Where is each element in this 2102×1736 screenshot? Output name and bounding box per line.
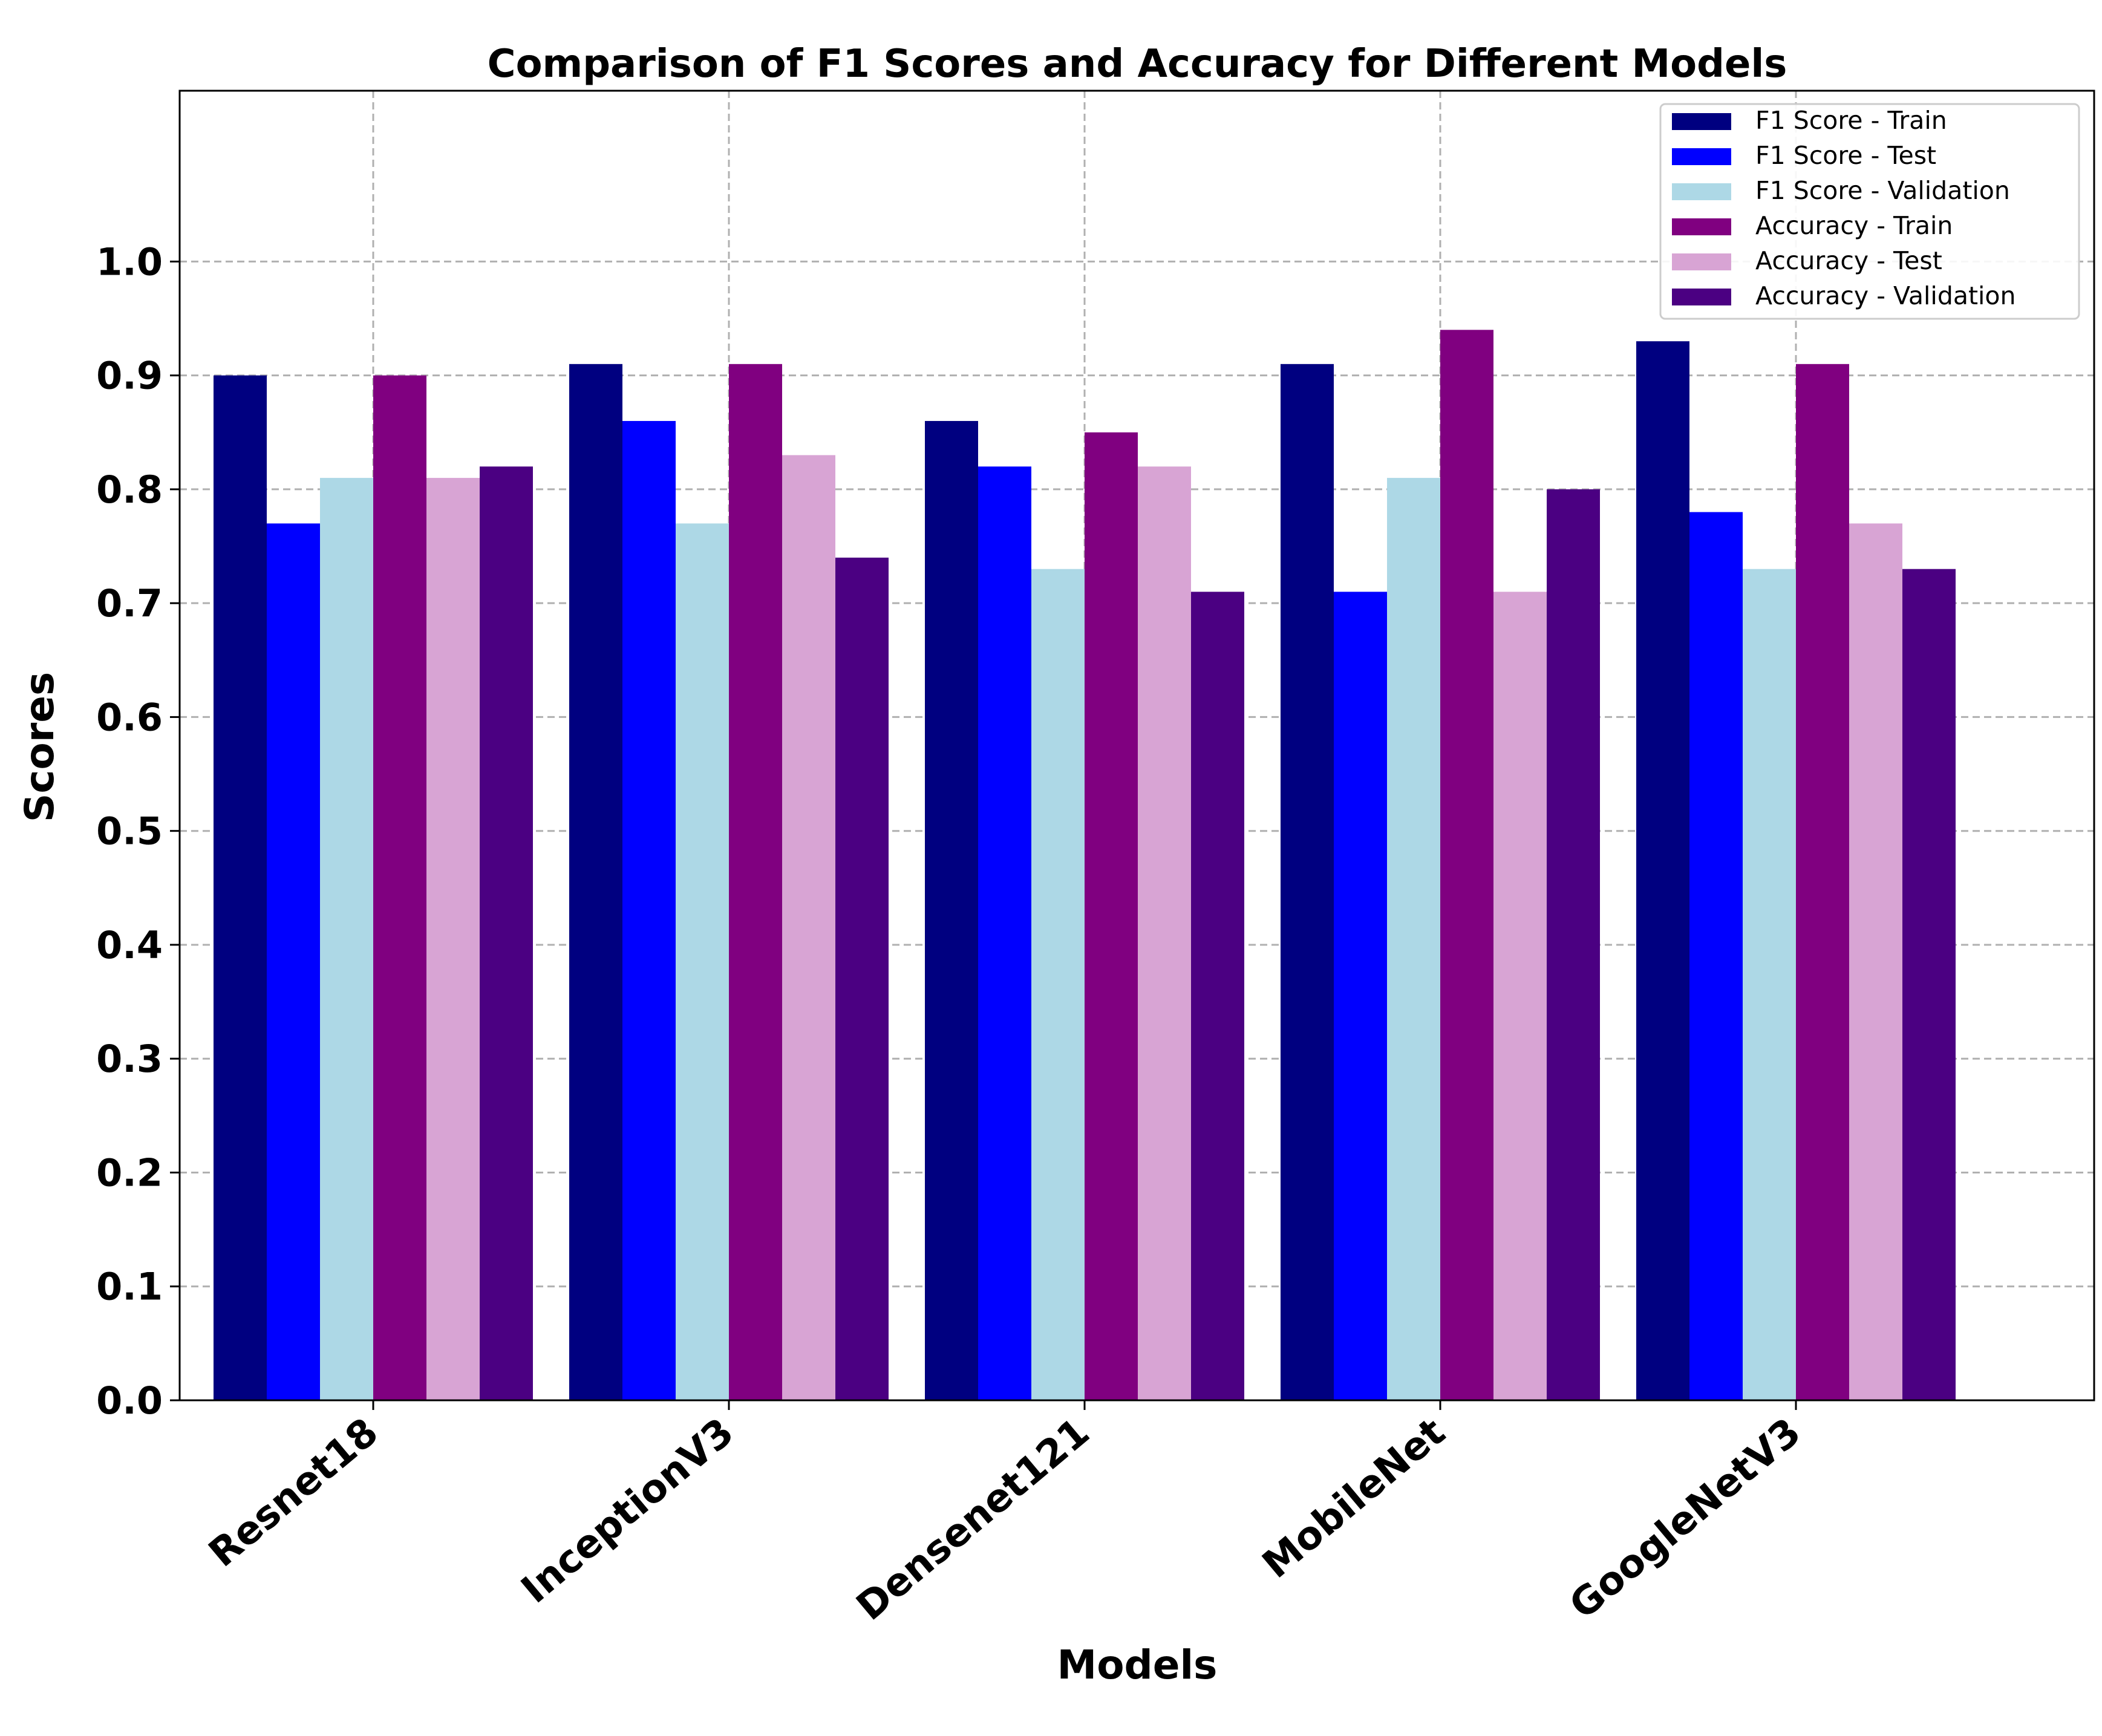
bar-mobilenet-3 [1440, 330, 1493, 1400]
legend-swatch [1672, 289, 1731, 305]
bar-mobilenet-4 [1493, 592, 1547, 1400]
legend-label: Accuracy - Validation [1755, 281, 2016, 310]
y-axis-ticks: 0.0 0.1 0.2 0.3 0.4 0.5 0.6 0.7 0.8 0.9 1.0 [96, 240, 180, 1423]
bar-densenet121-0 [925, 420, 978, 1400]
bar-inceptionv3-1 [622, 420, 676, 1400]
bar-densenet121-5 [1191, 592, 1244, 1400]
plot-frame [178, 90, 2095, 1402]
legend-label: F1 Score - Validation [1755, 176, 2010, 205]
legend-label: Accuracy - Train [1755, 211, 1953, 240]
y-tick-label: 0.0 [96, 1379, 163, 1423]
bar-inceptionv3-0 [569, 364, 622, 1400]
bar-densenet121-2 [1031, 569, 1085, 1400]
bar-googlenetv3-2 [1743, 569, 1796, 1400]
legend-swatch [1672, 183, 1731, 200]
bar-inceptionv3-3 [729, 364, 782, 1400]
bar-resnet18-3 [373, 375, 426, 1401]
x-axis-label: Models [1057, 1642, 1218, 1688]
bar-mobilenet-5 [1547, 489, 1600, 1400]
y-tick-label: 0.4 [96, 923, 163, 967]
y-tick-label: 0.9 [96, 354, 163, 398]
y-tick-label: 1.0 [96, 240, 163, 284]
legend-swatch [1672, 253, 1731, 270]
bar-resnet18-4 [426, 478, 480, 1401]
bar-mobilenet-0 [1281, 364, 1334, 1400]
chart-title: Comparison of F1 Scores and Accuracy for… [488, 42, 1787, 86]
bar-inceptionv3-5 [835, 557, 889, 1400]
bar-googlenetv3-5 [1902, 569, 1956, 1400]
bar-mobilenet-1 [1334, 592, 1387, 1400]
bar-resnet18-5 [480, 466, 533, 1400]
y-tick-label: 0.5 [96, 809, 163, 853]
y-tick-label: 0.8 [96, 468, 163, 512]
y-tick-label: 0.2 [96, 1150, 163, 1195]
legend-box [1659, 103, 2080, 320]
legend-label: F1 Score - Train [1755, 106, 1947, 135]
bar-resnet18-2 [320, 478, 373, 1401]
legend-label: F1 Score - Test [1755, 141, 1936, 170]
bar-densenet121-4 [1138, 466, 1191, 1400]
y-tick-label: 0.6 [96, 695, 163, 739]
legend-swatch [1672, 218, 1731, 235]
bar-googlenetv3-4 [1849, 523, 1902, 1400]
bar-googlenetv3-3 [1796, 364, 1849, 1400]
bar-googlenetv3-0 [1636, 341, 1689, 1401]
bar-densenet121-3 [1085, 432, 1138, 1400]
bars [214, 330, 1956, 1401]
y-tick-label: 0.1 [96, 1265, 163, 1309]
bar-inceptionv3-2 [676, 523, 729, 1400]
bar-densenet121-1 [978, 466, 1031, 1400]
legend-swatch [1672, 148, 1731, 165]
bar-resnet18-1 [267, 523, 320, 1400]
y-tick-label: 0.7 [96, 581, 163, 625]
y-axis-label: Scores [16, 672, 63, 823]
bar-mobilenet-2 [1387, 478, 1440, 1401]
bar-googlenetv3-1 [1689, 512, 1743, 1401]
legend-swatch [1672, 113, 1731, 130]
y-tick-label: 0.3 [96, 1037, 163, 1081]
legend-label: Accuracy - Test [1755, 246, 1942, 275]
bar-inceptionv3-4 [782, 455, 835, 1400]
legend: F1 Score - Train F1 Score - Test F1 Score … [1659, 103, 2080, 320]
bar-resnet18-0 [214, 375, 267, 1401]
